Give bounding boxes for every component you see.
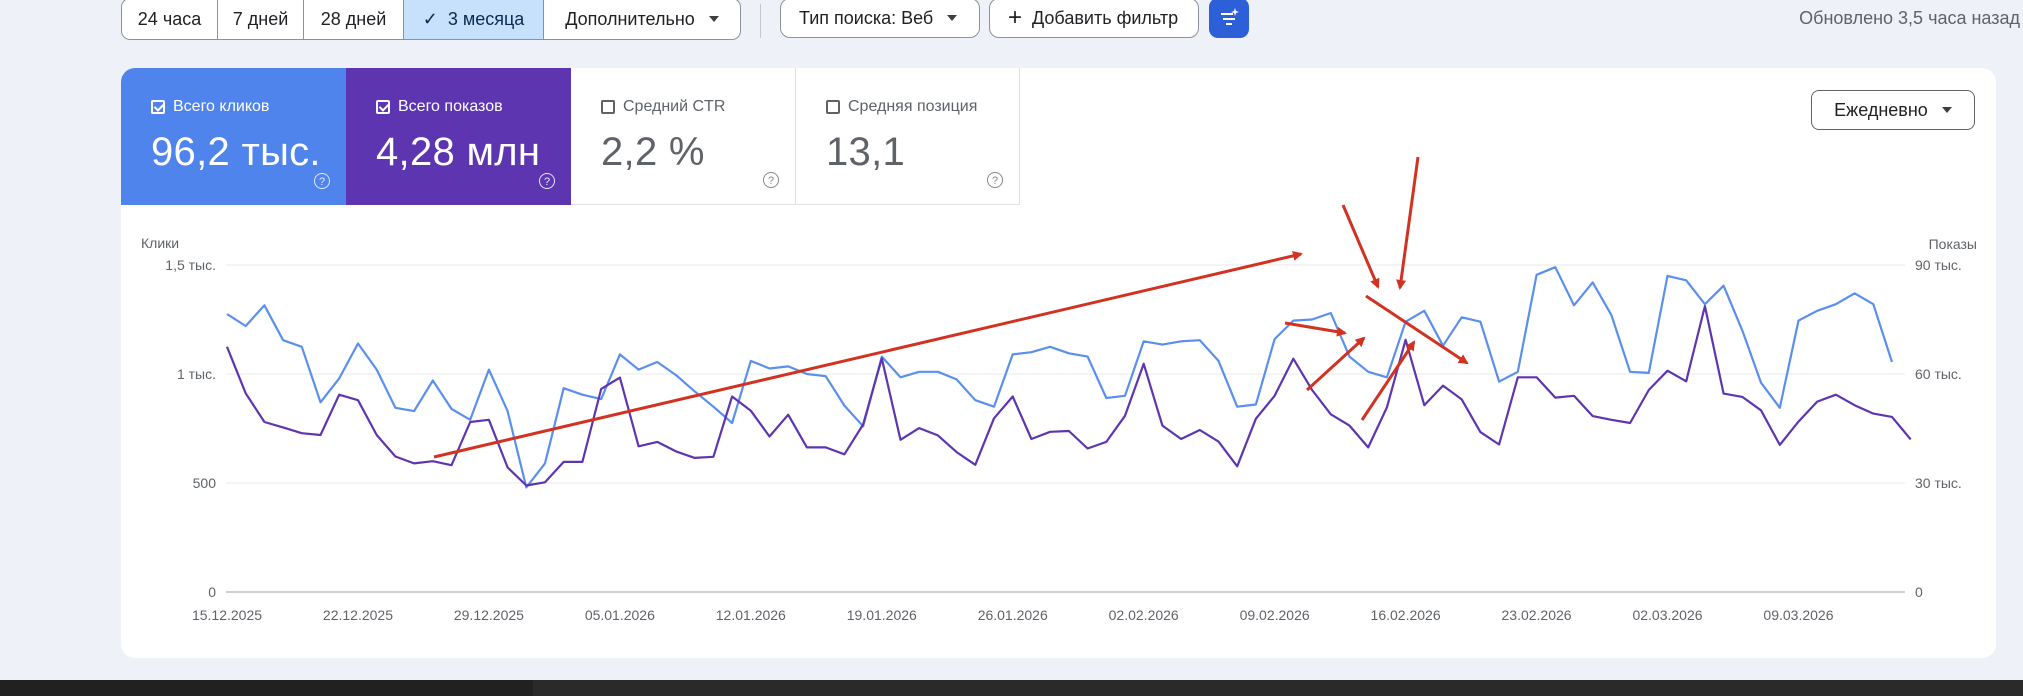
dip-arrow [1360, 340, 1416, 421]
y-right-tick-label: 0 [1915, 584, 1923, 600]
x-tick-label: 05.01.2026 [585, 607, 655, 623]
x-tick-label: 02.02.2026 [1109, 607, 1179, 623]
chart-annotations [433, 156, 1469, 459]
range-3m-button[interactable]: ✓ 3 месяца [404, 0, 544, 39]
more-ranges-dropdown[interactable]: Дополнительно [544, 0, 740, 39]
y-right-tick-label: 60 тыс. [1915, 366, 1962, 382]
y-left-tick-label: 1,5 тыс. [165, 257, 216, 273]
last-updated-text: Обновлено 3,5 часа назад [1799, 8, 2020, 28]
checkbox-unchecked-icon[interactable] [601, 100, 615, 114]
metric-label: Средняя позиция [848, 98, 978, 115]
filter-sparkle-icon [1221, 8, 1239, 25]
chart-grid [226, 264, 1905, 593]
toolbar-divider [760, 4, 761, 38]
chevron-down-icon [947, 15, 958, 21]
date-range-selector: 24 часа 7 дней 28 дней ✓ 3 месяца Дополн… [121, 0, 741, 40]
range-7d-button[interactable]: 7 дней [218, 0, 304, 39]
y-axis-left: 0 500 1 тыс. 1,5 тыс. Клики [141, 235, 216, 600]
range-28d-button[interactable]: 28 дней [304, 0, 404, 39]
checkbox-unchecked-icon[interactable] [826, 100, 840, 114]
metric-total-impressions[interactable]: Всего показов 4,28 млн ? [346, 68, 571, 205]
y-right-tick-label: 30 тыс. [1915, 475, 1962, 491]
x-tick-label: 26.01.2026 [978, 607, 1048, 623]
metric-value: 4,28 млн [376, 130, 541, 174]
y-right-tick-label: 90 тыс. [1915, 257, 1962, 273]
add-filter-label: Добавить фильтр [1032, 7, 1179, 28]
metric-average-ctr[interactable]: Средний CTR 2,2 % ? [571, 68, 796, 205]
checkbox-checked-icon[interactable] [151, 100, 165, 114]
x-tick-label: 29.12.2025 [454, 607, 524, 623]
y-left-tick-label: 1 тыс. [177, 366, 216, 382]
y-left-tick-label: 500 [193, 475, 217, 491]
checkmark-icon: ✓ [422, 8, 438, 29]
search-type-label: Тип поиска: Веб [799, 7, 934, 28]
x-tick-label: 09.02.2026 [1240, 607, 1310, 623]
drop-arrow [1341, 204, 1380, 289]
granularity-label: Ежедневно [1834, 99, 1928, 120]
metric-value: 13,1 [826, 130, 906, 174]
metric-average-position[interactable]: Средняя позиция 13,1 ? [796, 68, 1020, 205]
metric-label: Всего кликов [173, 98, 270, 115]
x-tick-label: 09.03.2026 [1763, 607, 1833, 623]
range-3m-label: 3 месяца [447, 8, 525, 29]
x-tick-label: 02.03.2026 [1632, 607, 1702, 623]
chart-series [225, 266, 1912, 489]
x-tick-label: 16.02.2026 [1371, 607, 1441, 623]
y-left-axis-title: Клики [141, 235, 179, 251]
checkbox-checked-icon[interactable] [376, 100, 390, 114]
bottom-bar [0, 680, 2023, 696]
x-tick-label: 22.12.2025 [323, 607, 393, 623]
x-tick-label: 12.01.2026 [716, 607, 786, 623]
help-icon[interactable]: ? [314, 173, 330, 189]
x-tick-label: 15.12.2025 [192, 607, 262, 623]
x-tick-label: 23.02.2026 [1502, 607, 1572, 623]
y-left-tick-label: 0 [208, 584, 216, 600]
metric-label: Средний CTR [623, 98, 726, 115]
metric-label: Всего показов [398, 98, 503, 115]
chevron-down-icon [708, 16, 719, 22]
metric-value: 2,2 % [601, 130, 705, 174]
toolbar: 24 часа 7 дней 28 дней ✓ 3 месяца Дополн… [0, 0, 2023, 40]
x-tick-label: 19.01.2026 [847, 607, 917, 623]
y-axis-right: 0 30 тыс. 60 тыс. 90 тыс. Показы [1915, 236, 1977, 600]
search-type-dropdown[interactable]: Тип поиска: Веб [780, 0, 980, 38]
help-icon[interactable]: ? [763, 172, 779, 188]
performance-card: Всего кликов 96,2 тыс. ? Всего показов 4… [121, 68, 1996, 658]
metric-total-clicks[interactable]: Всего кликов 96,2 тыс. ? [121, 68, 346, 205]
dip-arrow [1284, 321, 1347, 337]
dip-arrow [1305, 336, 1366, 392]
add-filter-button[interactable]: + Добавить фильтр [989, 0, 1199, 38]
metric-value: 96,2 тыс. [151, 130, 321, 174]
trend-arrow-up [433, 250, 1303, 459]
trend-arrow-down [1365, 294, 1469, 365]
range-24h-button[interactable]: 24 часа [122, 0, 218, 39]
clicks-series-line [226, 266, 1894, 489]
help-icon[interactable]: ? [539, 173, 555, 189]
performance-chart: 0 500 1 тыс. 1,5 тыс. Клики 0 30 тыс. 60 тыс. 9… [141, 156, 1977, 623]
chevron-down-icon [1941, 107, 1952, 113]
drop-arrow [1396, 156, 1420, 290]
granularity-dropdown[interactable]: Ежедневно [1811, 90, 1975, 130]
y-right-axis-title: Показы [1929, 236, 1977, 252]
bottom-bar-panel [533, 680, 2023, 696]
plus-icon: + [1008, 4, 1023, 31]
filter-settings-button[interactable] [1209, 0, 1249, 38]
more-ranges-label: Дополнительно [565, 8, 695, 29]
impressions-series-line [225, 305, 1912, 487]
help-icon[interactable]: ? [987, 172, 1003, 188]
x-axis: 15.12.2025 22.12.2025 29.12.2025 05.01.2026… [192, 607, 1834, 623]
